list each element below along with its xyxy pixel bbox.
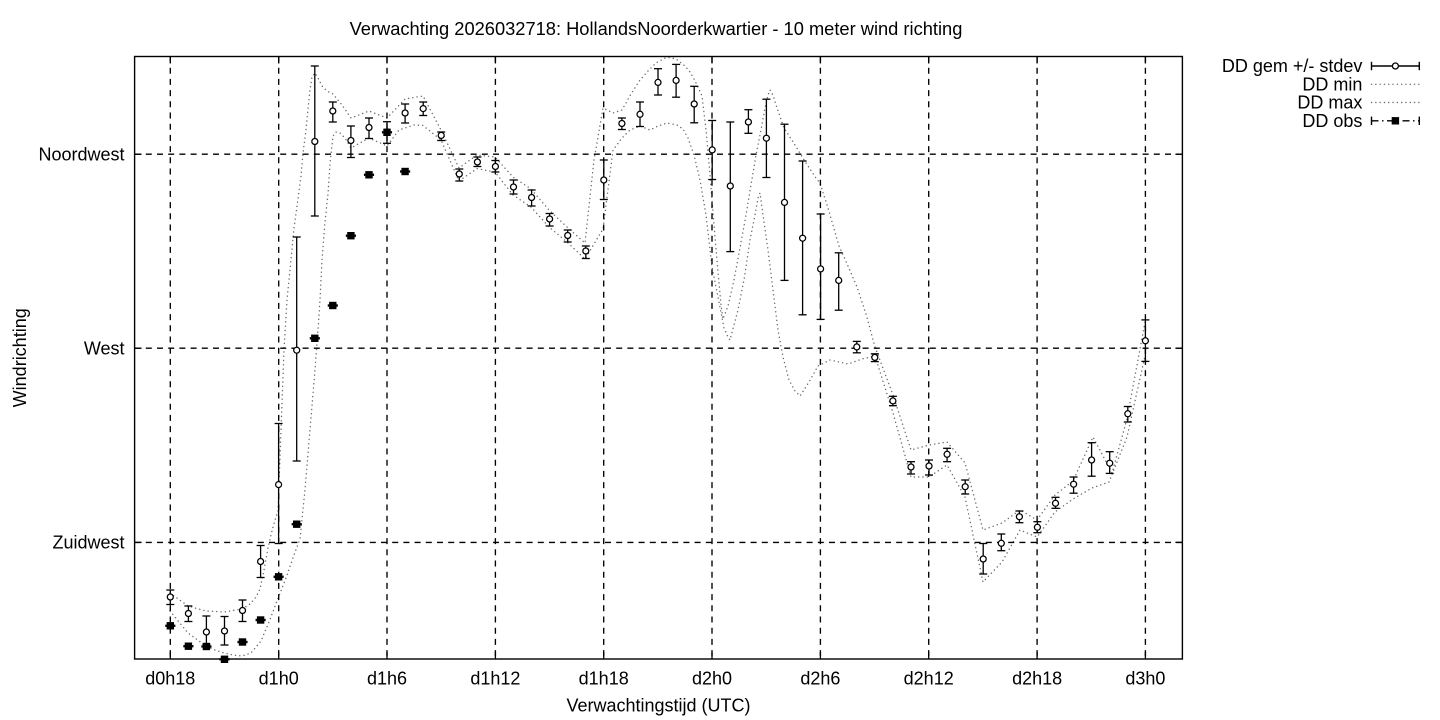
svg-text:d1h12: d1h12 — [470, 668, 520, 688]
svg-text:DD gem +/- stdev: DD gem +/- stdev — [1222, 56, 1363, 76]
svg-text:d2h18: d2h18 — [1012, 668, 1062, 688]
svg-text:DD obs: DD obs — [1302, 111, 1362, 131]
svg-text:d2h0: d2h0 — [692, 668, 732, 688]
svg-text:Noordwest: Noordwest — [38, 144, 124, 164]
svg-text:d0h18: d0h18 — [145, 668, 195, 688]
svg-text:Verwachtingstijd (UTC): Verwachtingstijd (UTC) — [566, 696, 750, 716]
svg-text:d2h12: d2h12 — [904, 668, 954, 688]
svg-text:Windrichting: Windrichting — [10, 308, 30, 407]
svg-text:d2h6: d2h6 — [800, 668, 840, 688]
svg-text:d3h0: d3h0 — [1125, 668, 1165, 688]
svg-text:DD min: DD min — [1302, 75, 1362, 95]
svg-text:d1h0: d1h0 — [259, 668, 299, 688]
svg-text:DD max: DD max — [1297, 93, 1362, 113]
svg-text:Zuidwest: Zuidwest — [52, 533, 124, 553]
svg-text:West: West — [84, 338, 125, 358]
svg-text:Verwachting 2026032718: Hollan: Verwachting 2026032718: HollandsNoorderk… — [350, 18, 963, 39]
svg-text:d1h18: d1h18 — [579, 668, 629, 688]
svg-text:d1h6: d1h6 — [367, 668, 407, 688]
